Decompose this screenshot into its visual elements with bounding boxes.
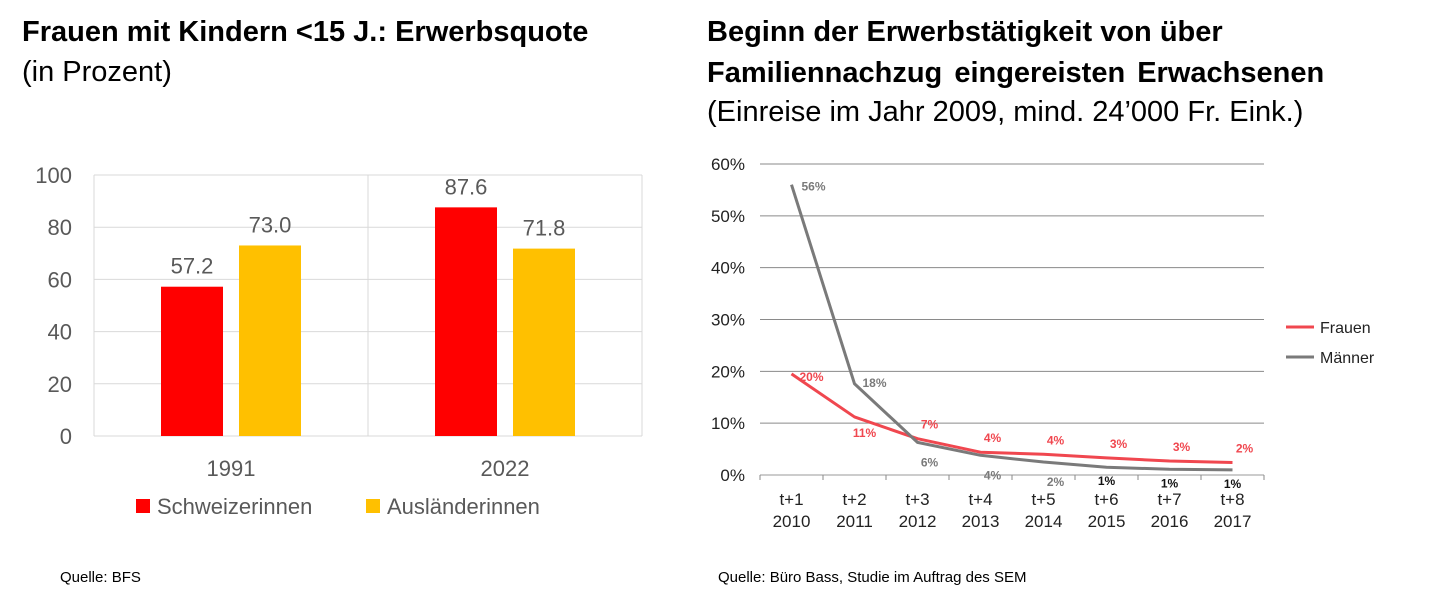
frauen-data-label: 3% bbox=[1110, 437, 1128, 451]
x-tick-period: t+8 bbox=[1220, 490, 1244, 509]
bar-data-label: 73.0 bbox=[249, 212, 292, 237]
y-tick-label: 100 bbox=[35, 163, 72, 188]
bar-data-label: 87.6 bbox=[445, 174, 488, 199]
bar-data-label: 57.2 bbox=[171, 254, 214, 279]
x-tick-period: t+5 bbox=[1031, 490, 1055, 509]
y-tick-label: 40 bbox=[48, 320, 72, 345]
y-tick-label: 60% bbox=[711, 155, 745, 174]
maenner-data-label: 6% bbox=[921, 455, 939, 469]
x-category-label: 2022 bbox=[481, 456, 530, 481]
x-tick-year: 2017 bbox=[1214, 512, 1252, 531]
y-tick-label: 20% bbox=[711, 362, 745, 381]
frauen-data-label: 2% bbox=[1236, 442, 1254, 456]
y-tick-label: 60 bbox=[48, 267, 72, 292]
maenner-data-label: 18% bbox=[862, 376, 886, 390]
left-chart-title: Frauen mit Kindern <15 J.: Erwerbsquote bbox=[22, 16, 589, 48]
x-tick-period: t+7 bbox=[1157, 490, 1181, 509]
legend-label: Schweizerinnen bbox=[157, 494, 312, 519]
frauen-data-label: 3% bbox=[1173, 440, 1191, 454]
x-tick-year: 2011 bbox=[836, 512, 873, 531]
maenner-data-label: 56% bbox=[801, 180, 825, 194]
x-tick-year: 2013 bbox=[962, 512, 1000, 531]
x-tick-period: t+3 bbox=[905, 490, 929, 509]
bar-data-label: 71.8 bbox=[523, 216, 566, 241]
erwerbstaetigkeit-line-chart: 0% 10% 20% 30% 40% 50% 60% t+1 2010 t+2 2011 t+3 201… bbox=[711, 155, 1375, 531]
y-tick-label: 10% bbox=[711, 414, 745, 433]
right-chart-title-line1: Beginn der Erwerbstätigkeit von über bbox=[707, 16, 1223, 48]
y-tick-label: 30% bbox=[711, 311, 745, 330]
maenner-data-label: 1% bbox=[1224, 477, 1242, 491]
y-tick-label: 40% bbox=[711, 259, 745, 278]
maenner-data-label: 4% bbox=[984, 468, 1002, 482]
maenner-data-label: 2% bbox=[1047, 475, 1065, 489]
x-tick-year: 2014 bbox=[1025, 512, 1063, 531]
erwerbsquote-bar-chart: 0 20 40 60 80 100 57.2 73.0 1991 87.6 71.8 2022 Schw… bbox=[35, 163, 643, 519]
frauen-data-label: 4% bbox=[1047, 433, 1065, 447]
y-tick-label: 80 bbox=[48, 215, 72, 240]
y-tick-label: 20 bbox=[48, 372, 72, 397]
right-chart-subtitle: (Einreise im Jahr 2009, mind. 24’000 Fr.… bbox=[707, 96, 1304, 128]
legend-swatch-schweizerinnen bbox=[136, 499, 150, 513]
line-frauen bbox=[790, 372, 1233, 465]
x-tick-year: 2015 bbox=[1088, 512, 1126, 531]
bar-schweizerinnen-1991 bbox=[161, 286, 223, 436]
maenner-data-label: 1% bbox=[1161, 476, 1179, 490]
legend-label: Frauen bbox=[1320, 320, 1371, 337]
x-tick-period: t+2 bbox=[842, 490, 866, 509]
bar-ausländerinnen-1991 bbox=[239, 245, 301, 436]
x-tick-year: 2012 bbox=[899, 512, 937, 531]
frauen-data-label: 4% bbox=[984, 431, 1002, 445]
left-chart-subtitle: (in Prozent) bbox=[22, 56, 172, 88]
y-tick-label: 0 bbox=[60, 424, 72, 449]
x-tick-period: t+4 bbox=[968, 490, 992, 509]
left-chart-source: Quelle: BFS bbox=[60, 569, 141, 586]
x-tick-period: t+6 bbox=[1094, 490, 1118, 509]
right-chart-title-line2: Familiennachzug eingereisten Erwachsenen bbox=[707, 57, 1325, 89]
legend-label: Männer bbox=[1320, 350, 1375, 367]
line-maenner bbox=[790, 184, 1233, 472]
legend-label: Ausländerinnen bbox=[387, 494, 540, 519]
x-tick-period: t+1 bbox=[779, 490, 803, 509]
right-chart-source: Quelle: Büro Bass, Studie im Auftrag des… bbox=[718, 569, 1027, 586]
x-tick-year: 2010 bbox=[773, 512, 811, 531]
bar-schweizerinnen-2022 bbox=[435, 207, 497, 436]
legend-swatch-ausländerinnen bbox=[366, 499, 380, 513]
bar-ausländerinnen-2022 bbox=[513, 248, 575, 436]
frauen-data-label: 7% bbox=[921, 418, 939, 432]
frauen-data-label: 20% bbox=[799, 370, 823, 384]
frauen-data-label: 11% bbox=[853, 426, 877, 440]
x-category-label: 1991 bbox=[207, 456, 256, 481]
maenner-data-label: 1% bbox=[1098, 474, 1116, 488]
x-tick-year: 2016 bbox=[1151, 512, 1189, 531]
y-tick-label: 0% bbox=[720, 466, 745, 485]
y-tick-label: 50% bbox=[711, 207, 745, 226]
